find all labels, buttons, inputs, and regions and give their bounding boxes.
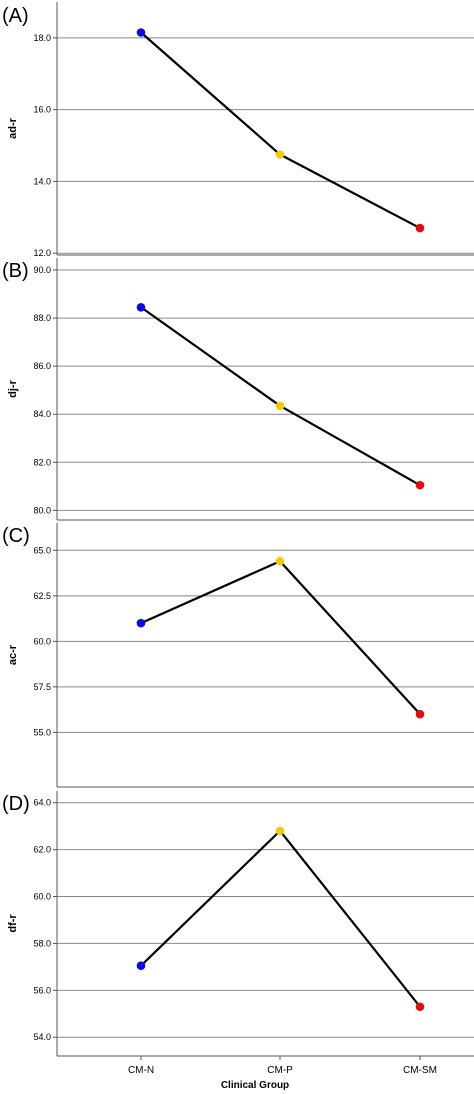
y-axis-label: ad-r xyxy=(7,117,19,139)
data-point-cm-sm xyxy=(415,1002,425,1012)
y-tick-label: 16.0 xyxy=(33,105,51,115)
y-tick-label: 12.0 xyxy=(33,248,51,258)
chart-panel-1: 12.0 14.0 16.0 18.0 (A) ad-r xyxy=(2,2,474,258)
series-line xyxy=(140,560,421,715)
y-tick-label: 60.0 xyxy=(33,892,51,902)
data-point-cm-n xyxy=(136,302,146,312)
panel-label: (B) xyxy=(2,260,29,282)
chart-panel-4: 54.0 56.0 58.0 60.0 62.0 64.0(D) df-r xyxy=(2,791,474,1057)
y-tick-label: 86.0 xyxy=(33,361,51,371)
data-point-cm-sm xyxy=(415,223,425,233)
panel-label: (D) xyxy=(2,793,30,815)
y-tick-label: 56.0 xyxy=(33,985,51,995)
y-tick-label: 80.0 xyxy=(33,505,51,515)
series-line xyxy=(140,829,421,1008)
y-tick-label: 55.0 xyxy=(33,727,51,737)
data-point-cm-p xyxy=(275,401,285,411)
y-tick-label: 90.0 xyxy=(33,265,51,275)
y-tick-label: 65.0 xyxy=(33,545,51,555)
data-point-cm-p xyxy=(275,556,285,566)
series-line xyxy=(140,31,421,230)
y-tick-label: 57.5 xyxy=(33,682,51,692)
x-tick-label: CM-SM xyxy=(403,1065,437,1076)
y-axis-label: dj-r xyxy=(7,379,19,397)
x-axis-categories: CM-N CM-P CM-SM xyxy=(128,1056,437,1076)
chart-panel-3: 55.0 57.5 60.0 62.5 65.0(C) ac-r xyxy=(2,523,474,788)
y-tick-label: 14.0 xyxy=(33,176,51,186)
x-tick-label: CM-P xyxy=(267,1065,293,1076)
panel-label: (C) xyxy=(2,525,30,547)
chart-panel-2: 80.0 82.0 84.0 86.0 88.0 90.0 (B) dj-r xyxy=(2,258,474,521)
x-tick-label: CM-N xyxy=(128,1065,154,1076)
data-point-cm-p xyxy=(275,150,285,159)
y-tick-label: 64.0 xyxy=(33,798,51,808)
y-tick-label: 58.0 xyxy=(33,938,51,948)
data-point-cm-n xyxy=(136,28,146,37)
y-tick-label: 84.0 xyxy=(33,409,51,419)
y-tick-label: 54.0 xyxy=(33,1032,51,1042)
series-line xyxy=(140,306,421,487)
data-point-cm-sm xyxy=(415,709,425,719)
data-point-cm-sm xyxy=(415,480,425,490)
y-tick-label: 82.0 xyxy=(33,457,51,467)
y-tick-label: 62.0 xyxy=(33,845,51,855)
y-tick-label: 60.0 xyxy=(33,636,51,646)
y-tick-label: 88.0 xyxy=(33,313,51,323)
y-tick-label: 62.5 xyxy=(33,591,51,601)
chart-panels: 12.014.016.018.0(A)ad-r80.082.084.086.08… xyxy=(2,2,474,1057)
y-tick-label: 18.0 xyxy=(33,33,51,43)
data-point-cm-n xyxy=(136,961,146,971)
y-axis-label: ac-r xyxy=(7,644,19,665)
panel-label: (A) xyxy=(2,5,29,27)
y-axis-label: df-r xyxy=(7,914,19,933)
data-point-cm-n xyxy=(136,618,146,628)
x-axis-title: Clinical Group xyxy=(221,1080,289,1091)
data-point-cm-p xyxy=(275,826,285,836)
